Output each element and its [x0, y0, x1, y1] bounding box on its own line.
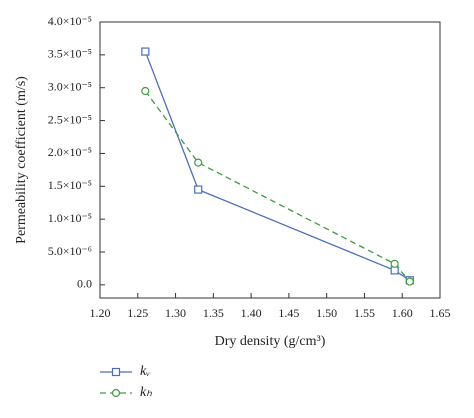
- series-line: [144, 90, 411, 282]
- y-tick-label: 5.0×10⁻⁶: [48, 244, 92, 258]
- legend-label: kₕ: [140, 385, 152, 400]
- x-tick-label: 1.35: [203, 306, 224, 320]
- legend-marker: [111, 388, 121, 398]
- data-point: [390, 266, 399, 275]
- series-line: [144, 51, 411, 281]
- y-tick-label: 4.0×10⁻⁵: [48, 14, 92, 28]
- legend-marker: [111, 367, 121, 377]
- x-tick-label: 1.65: [430, 306, 451, 320]
- x-tick-label: 1.30: [165, 306, 186, 320]
- x-axis-label: Dry density (g/cm³): [215, 334, 326, 349]
- x-tick-label: 1.50: [316, 306, 337, 320]
- y-tick-label: 2.5×10⁻⁵: [48, 112, 92, 126]
- x-tick-label: 1.60: [392, 306, 413, 320]
- x-tick-label: 1.20: [90, 306, 111, 320]
- x-tick-label: 1.40: [241, 306, 262, 320]
- y-tick-label: 1.5×10⁻⁵: [48, 178, 92, 192]
- y-tick-label: 2.0×10⁻⁵: [48, 145, 92, 159]
- data-point: [194, 185, 203, 194]
- data-point: [405, 277, 414, 286]
- data-point: [390, 259, 399, 268]
- y-tick-label: 0.0: [77, 277, 92, 291]
- x-tick-label: 1.45: [278, 306, 299, 320]
- y-tick-label: 3.0×10⁻⁵: [48, 79, 92, 93]
- data-point: [194, 158, 203, 167]
- plot-frame: [99, 21, 441, 299]
- y-tick-label: 1.0×10⁻⁵: [48, 211, 92, 225]
- x-tick-label: 1.25: [127, 306, 148, 320]
- x-tick-label: 1.55: [354, 306, 375, 320]
- data-point: [141, 47, 150, 56]
- y-axis-label: Permeability coefficient (m/s): [14, 76, 29, 244]
- data-point: [141, 86, 150, 96]
- y-tick-label: 3.5×10⁻⁵: [48, 47, 92, 61]
- legend-label: kᵥ: [140, 364, 150, 379]
